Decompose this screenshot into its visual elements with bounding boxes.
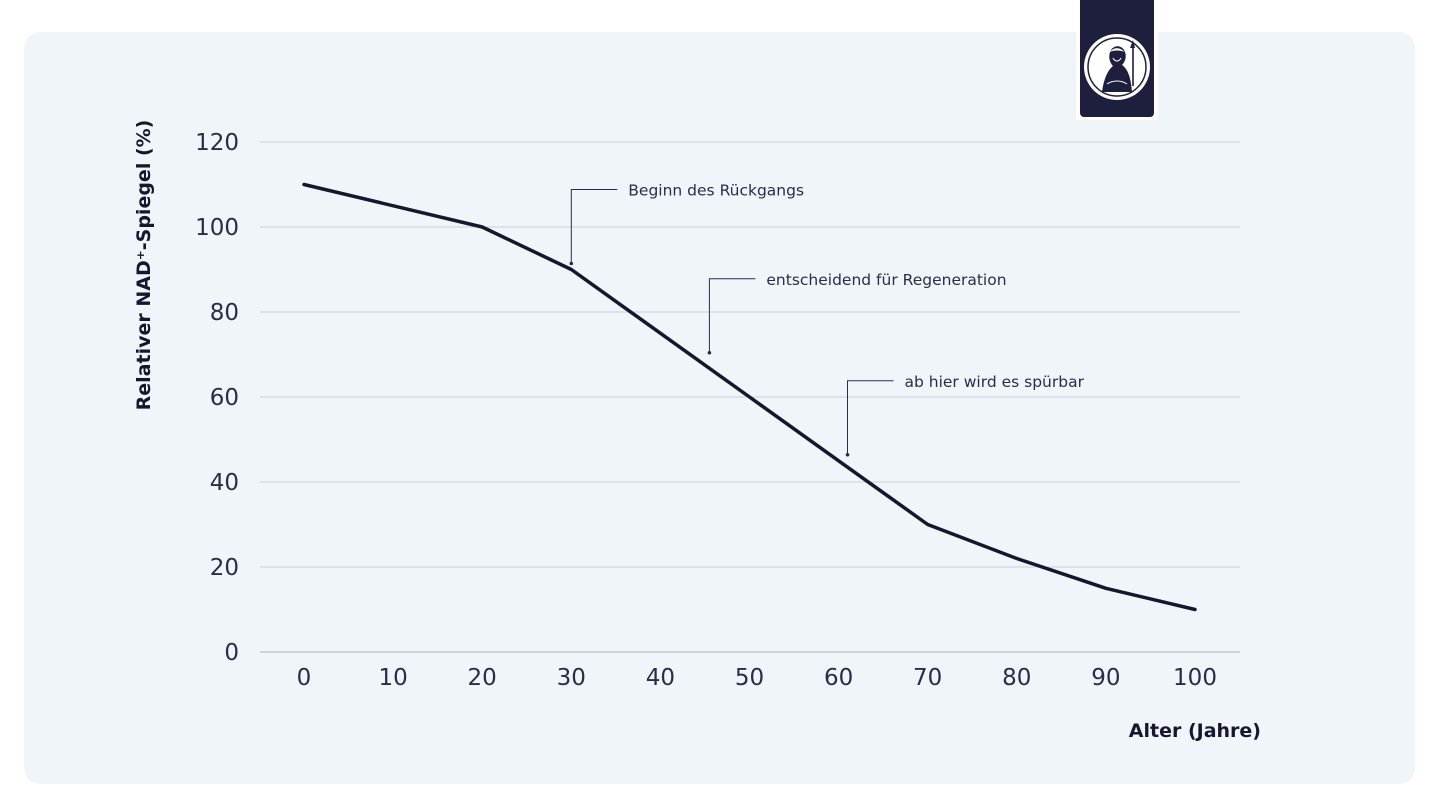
x-tick-labels: 0 10 20 30 40 50 60 70 80 90 100 (297, 665, 1217, 691)
goddess-portrait-icon (1084, 34, 1150, 100)
x-tick-label-70: 70 (913, 665, 942, 691)
annotation-leader-0 (570, 189, 618, 264)
x-tick-label-0: 0 (297, 665, 312, 691)
y-tick-label-100: 100 (195, 215, 239, 241)
series-line-0 (302, 182, 1197, 612)
grid (260, 141, 1240, 653)
annotation-marker-1 (707, 350, 712, 355)
annotations: Beginn des Rückgangs entscheidend für Reg… (569, 182, 1085, 457)
annotation-text-0: Beginn des Rückgangs (628, 182, 804, 200)
series (302, 182, 1197, 612)
annotation-leader-2 (847, 380, 894, 455)
x-tick-label-10: 10 (378, 665, 407, 691)
y-tick-labels: 0 20 40 60 80 100 120 (195, 130, 239, 666)
annotation-text-2: ab hier wird es spürbar (905, 373, 1085, 391)
x-tick-label-30: 30 (557, 665, 586, 691)
y-tick-label-40: 40 (210, 470, 239, 496)
annotation-marker-2 (845, 452, 850, 457)
annotation-text-1: entscheidend für Regeneration (766, 271, 1006, 289)
brand-badge-panel (1080, 0, 1154, 117)
x-tick-label-60: 60 (824, 665, 853, 691)
x-tick-label-90: 90 (1091, 665, 1120, 691)
x-tick-label-100: 100 (1173, 665, 1217, 691)
x-tick-label-40: 40 (646, 665, 675, 691)
y-tick-label-80: 80 (210, 300, 239, 326)
x-tick-label-20: 20 (468, 665, 497, 691)
y-tick-label-0: 0 (224, 640, 239, 666)
x-axis-title: Alter (Jahre) (1129, 720, 1261, 742)
brand-badge (1076, 0, 1158, 120)
y-tick-label-20: 20 (210, 555, 239, 581)
y-tick-label-60: 60 (210, 385, 239, 411)
x-tick-label-50: 50 (735, 665, 764, 691)
chart-card (24, 32, 1415, 784)
annotation-leader-1 (708, 278, 756, 353)
y-tick-label-120: 120 (195, 130, 239, 156)
x-tick-label-80: 80 (1002, 665, 1031, 691)
annotation-marker-0 (569, 261, 574, 266)
y-axis-title: Relativer NAD⁺-Spiegel (%) (133, 120, 155, 411)
